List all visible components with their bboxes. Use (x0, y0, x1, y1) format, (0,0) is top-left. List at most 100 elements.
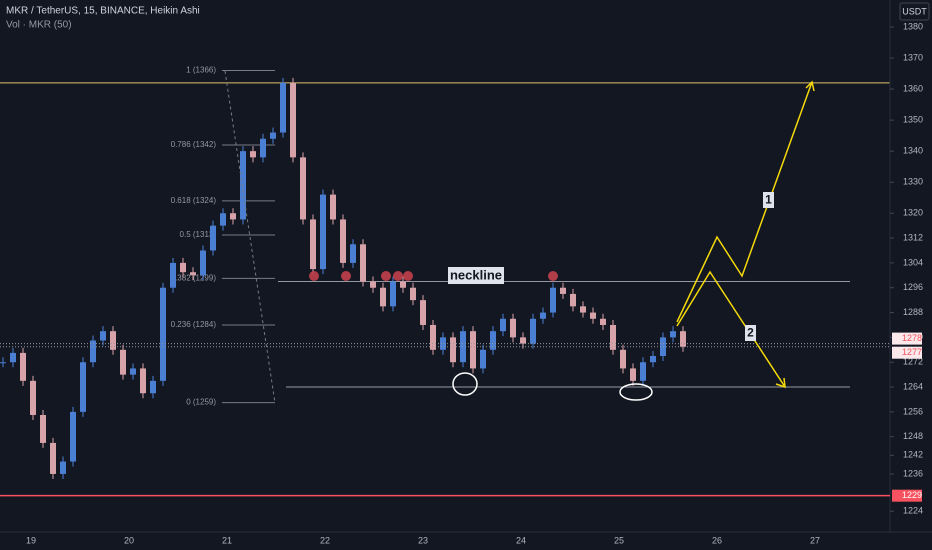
x-tick-label: 26 (712, 535, 722, 545)
candle (530, 318, 536, 344)
candle (650, 356, 656, 363)
candle (570, 293, 576, 307)
y-tick-label: 1296 (903, 282, 923, 292)
scenario-path-1 (676, 81, 813, 323)
neckline-box (448, 267, 504, 284)
candle (320, 194, 326, 270)
fib-trend (224, 70, 276, 404)
candle (0, 362, 6, 364)
price-box (892, 332, 922, 345)
candle (90, 340, 96, 363)
candle (80, 362, 86, 412)
scenario-label: 2 (747, 326, 754, 340)
candle (50, 442, 56, 474)
price-box (892, 489, 922, 502)
y-tick-label: 1236 (903, 468, 923, 478)
y-tick-label: 1380 (903, 21, 923, 31)
y-tick-label: 1242 (903, 450, 923, 460)
candle (30, 380, 36, 415)
candle (480, 349, 486, 369)
price-label: 1278 (902, 333, 922, 343)
x-tick-label: 23 (418, 535, 428, 545)
label-box (763, 192, 774, 208)
candle (60, 461, 66, 474)
label-box (745, 325, 756, 341)
candle (540, 312, 546, 319)
candle (190, 272, 196, 276)
scenario-label: 1 (765, 193, 772, 207)
candle (410, 287, 416, 301)
scenario-path-2 (676, 270, 786, 388)
y-tick-label: 1360 (903, 83, 923, 93)
fib-label: 0 (1259) (186, 398, 216, 407)
candle (380, 287, 386, 307)
candle (290, 82, 296, 158)
touch-dots (309, 271, 558, 281)
candle (110, 331, 116, 350)
candle (510, 318, 516, 338)
candle (580, 306, 586, 313)
candle (310, 219, 316, 270)
candle (140, 368, 146, 394)
candle (590, 312, 596, 319)
candle (330, 194, 336, 220)
bottom-circle (452, 372, 478, 396)
candle (200, 250, 206, 276)
bottom-circle (619, 383, 653, 401)
candle (210, 225, 216, 251)
y-tick-label: 1288 (903, 307, 923, 317)
candle (680, 331, 686, 347)
y-tick-label: 1312 (903, 232, 923, 242)
y-tick-label: 1264 (903, 381, 923, 391)
candle (420, 300, 426, 325)
candle (470, 331, 476, 369)
candle (560, 287, 566, 294)
candle (640, 362, 646, 381)
x-tick-label: 19 (26, 535, 36, 545)
y-tick-label: 1370 (903, 52, 923, 62)
candle (300, 157, 306, 220)
candle (440, 337, 446, 350)
price-box (892, 346, 922, 359)
y-tick-label: 1256 (903, 406, 923, 416)
price-label: 1229 (902, 490, 922, 500)
fib-label: 0.786 (1342) (171, 140, 217, 149)
fib-label: 0.618 (1324) (171, 196, 217, 205)
candle (490, 331, 496, 350)
candle (360, 244, 366, 282)
candle (40, 414, 46, 443)
candle (390, 281, 396, 307)
y-tick-label: 1224 (903, 506, 923, 516)
plot: 1 (1366) 0.786 (1342) 0.618 (1324) 0.5 (131… (0, 66, 890, 479)
candle (370, 281, 376, 288)
candle (240, 151, 246, 220)
y-tick-label: 1340 (903, 146, 923, 156)
candle (500, 318, 506, 332)
x-tick-label: 25 (614, 535, 624, 545)
candle (430, 324, 436, 350)
candle (260, 138, 266, 158)
candle (520, 337, 526, 344)
candle (630, 368, 636, 381)
candle (220, 213, 226, 226)
currency-button[interactable] (899, 2, 930, 21)
y-tick-label: 1248 (903, 431, 923, 441)
fib-label: 0.5 (1313) (180, 230, 217, 239)
candle (550, 287, 556, 313)
x-tick-label: 20 (124, 535, 134, 545)
y-tick-label: 1272 (903, 357, 923, 367)
candle (170, 262, 176, 288)
candle (350, 244, 356, 263)
currency-label[interactable]: USDT (902, 6, 927, 16)
candle (280, 82, 286, 133)
candle (610, 324, 616, 350)
symbol-title: MKR / TetherUS, 15, BINANCE, Heikin Ashi (6, 6, 200, 17)
y-tick-label: 1320 (903, 208, 923, 218)
arrow-head (775, 377, 786, 389)
y-tick-label: 1304 (903, 257, 923, 267)
candle (130, 368, 136, 375)
candle (70, 411, 76, 462)
candle (620, 349, 626, 369)
candle (250, 151, 256, 158)
